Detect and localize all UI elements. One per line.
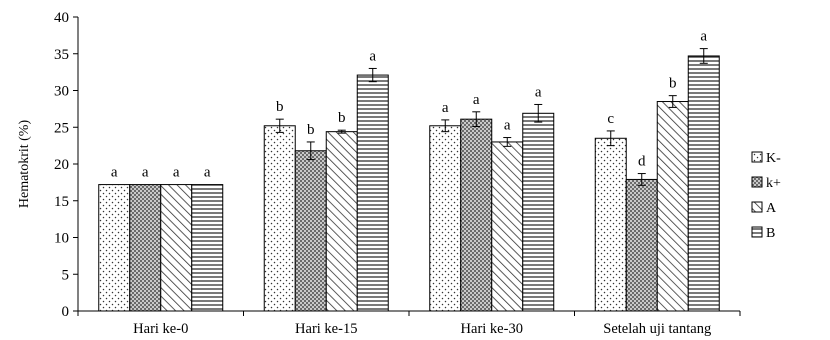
bar — [429, 125, 462, 312]
bar — [491, 141, 524, 312]
x-tick-label: Hari ke-15 — [295, 321, 357, 337]
x-ticks: Hari ke-0 Hari ke-15 Hari ke-30 Setelah uji… — [77, 311, 741, 337]
significance-label: d — [638, 154, 646, 170]
x-tick-label: Hari ke-30 — [461, 321, 523, 337]
bar — [625, 178, 658, 312]
bar — [356, 74, 389, 312]
significance-label: a — [173, 165, 180, 181]
y-tick-label: 5 — [62, 267, 70, 283]
significance-label: b — [669, 76, 677, 92]
y-tick-label: 30 — [54, 84, 69, 100]
y-ticks: 0 5 10 15 20 25 30 35 40 — [54, 10, 78, 320]
significance-label: a — [700, 29, 707, 45]
legend-label: B — [766, 226, 775, 241]
legend-label: k+ — [766, 176, 781, 191]
legend-swatch — [751, 151, 763, 163]
bar — [460, 118, 493, 312]
y-tick-label: 0 — [62, 304, 70, 320]
significance-label: a — [142, 165, 149, 181]
bar — [294, 150, 327, 312]
y-tick-label: 35 — [54, 47, 69, 63]
legend: K-k+ AB — [751, 151, 781, 241]
y-axis-label: Hematokrit (%) — [17, 120, 32, 209]
y-tick-label: 20 — [54, 157, 69, 173]
x-tick-label: Hari ke-0 — [133, 321, 188, 337]
legend-swatch — [751, 201, 763, 213]
bar — [98, 184, 131, 312]
bar — [656, 101, 689, 312]
legend-swatch — [751, 176, 763, 188]
legend-label: K- — [766, 151, 781, 166]
significance-label: b — [338, 110, 346, 126]
x-tick-label: Setelah uji tantang — [603, 321, 711, 337]
significance-label: b — [276, 99, 284, 115]
bar — [687, 55, 720, 312]
y-tick-label: 15 — [54, 194, 69, 210]
legend-label: A — [766, 201, 777, 216]
bar — [191, 184, 224, 312]
bar — [263, 125, 296, 312]
bar — [522, 112, 555, 312]
y-tick-label: 25 — [54, 120, 69, 136]
significance-label: a — [473, 92, 480, 108]
bar — [325, 131, 358, 312]
bar — [160, 184, 193, 312]
y-tick-label: 10 — [54, 231, 69, 247]
significance-label: a — [369, 48, 376, 64]
significance-label: a — [204, 165, 211, 181]
significance-label: a — [111, 165, 118, 181]
significance-label: c — [607, 111, 614, 127]
y-tick-label: 40 — [54, 10, 69, 26]
significance-label: a — [442, 100, 449, 116]
significance-label: a — [535, 84, 542, 100]
significance-label: a — [504, 118, 511, 134]
bars: a a a a b b b a a a a a c d b a — [98, 29, 720, 312]
bar — [594, 137, 627, 312]
bar — [129, 184, 162, 312]
significance-label: b — [307, 122, 315, 138]
legend-swatch — [751, 226, 763, 238]
